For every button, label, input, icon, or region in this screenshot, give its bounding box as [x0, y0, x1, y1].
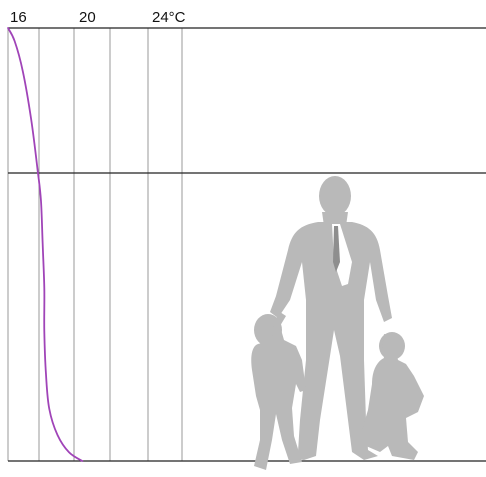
tick-label-16: 16 [10, 9, 27, 26]
left-child-silhouette [251, 312, 306, 470]
tick-label-20: 20 [79, 9, 96, 26]
tick-label-24: 24°C [152, 9, 186, 26]
right-child-silhouette [362, 332, 424, 460]
horizontal-lines [8, 27, 486, 462]
vertical-grid [7, 28, 183, 461]
family-silhouette-illustration [251, 176, 424, 470]
adult-silhouette [270, 176, 392, 460]
temperature-curve [7, 27, 84, 462]
